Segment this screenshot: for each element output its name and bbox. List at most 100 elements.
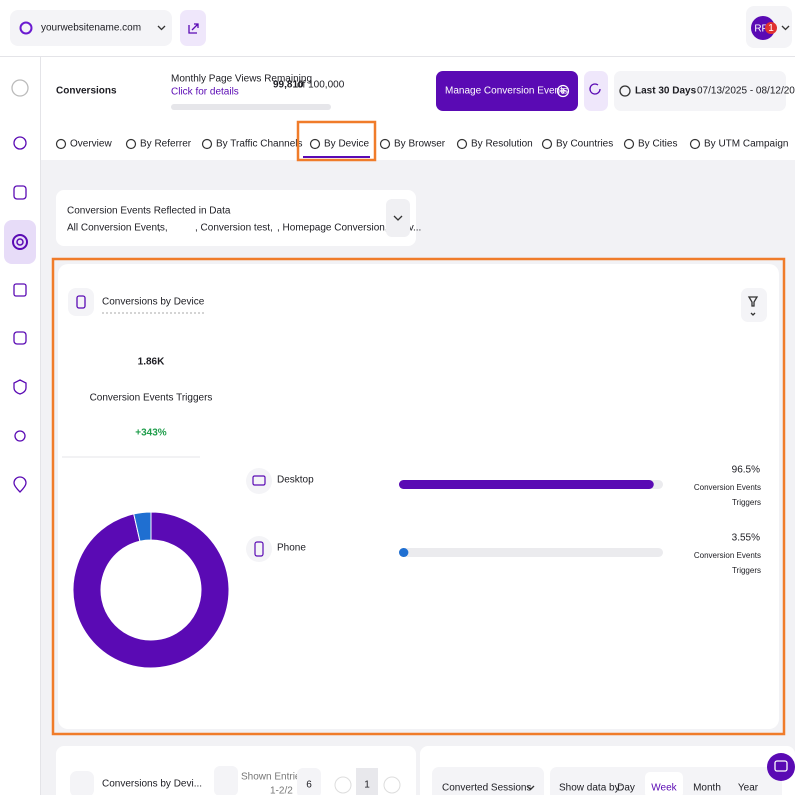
nav-icon[interactable] xyxy=(13,136,27,150)
next-page[interactable] xyxy=(383,776,401,794)
nav-icon[interactable] xyxy=(13,476,27,493)
badge xyxy=(765,22,777,34)
plus-icon xyxy=(560,88,566,94)
tab-icon xyxy=(55,138,67,150)
period-option[interactable]: Year xyxy=(738,783,759,794)
device-card xyxy=(58,264,779,729)
manage-button[interactable] xyxy=(436,71,578,111)
total-value: 1.86K xyxy=(138,357,165,368)
filter-card xyxy=(56,190,416,246)
nav-icon xyxy=(16,238,24,246)
tab[interactable]: By Traffic Channels xyxy=(216,139,303,150)
tab-icon xyxy=(379,138,391,150)
filter-item: , xyxy=(158,223,161,234)
nav-icon[interactable] xyxy=(13,379,27,395)
card-icon xyxy=(68,288,94,316)
card-icon xyxy=(76,295,86,309)
prev-page[interactable] xyxy=(334,776,352,794)
external-icon xyxy=(188,23,199,34)
plus-icon xyxy=(556,84,570,98)
date-range[interactable] xyxy=(614,71,786,111)
tab-icon xyxy=(201,138,213,150)
nav-icon[interactable] xyxy=(14,430,26,442)
card-icon xyxy=(70,771,94,795)
metric-select-label: Converted Sessions xyxy=(442,783,532,794)
nav-icon[interactable] xyxy=(11,79,29,97)
chat-icon xyxy=(774,760,788,772)
tab[interactable]: By Countries xyxy=(556,139,613,150)
metric-select[interactable] xyxy=(432,767,544,795)
device-icon-bg xyxy=(246,468,272,494)
device-icon xyxy=(252,475,266,486)
quota-link[interactable]: Click for details xyxy=(171,87,239,98)
page-title: Conversions xyxy=(56,86,117,97)
shown-entries-label: Shown Entries xyxy=(241,772,305,783)
tab[interactable]: By Resolution xyxy=(471,139,533,150)
device-value: 3.55% xyxy=(732,533,760,544)
period-options: Day Week Month Year xyxy=(617,772,759,795)
manage-button-label: Manage Conversion Events xyxy=(445,86,568,97)
quota-total: of 100,000 xyxy=(297,80,345,91)
quota-label: Monthly Page Views Remaining xyxy=(171,74,312,85)
period-option[interactable]: Day xyxy=(617,783,635,794)
period-option[interactable]: Week xyxy=(651,783,677,794)
date-range-dates: 07/13/2025 - 08/12/2025 xyxy=(697,86,795,97)
tab-icon xyxy=(689,138,701,150)
table-title: Conversions by Devi... xyxy=(102,779,202,790)
device-value: 96.5% xyxy=(732,465,760,476)
nav-icon[interactable] xyxy=(13,185,27,200)
page-size[interactable] xyxy=(297,768,321,795)
avatar xyxy=(751,16,775,40)
page-size-value: 6 xyxy=(306,780,312,791)
filter-item: All Conversion Events, xyxy=(67,223,168,234)
avatar-initials: RF xyxy=(754,24,767,35)
nav-icon xyxy=(12,234,28,250)
chat-button[interactable] xyxy=(767,753,795,781)
tab[interactable]: By Cities xyxy=(638,139,677,150)
entries-range: 1-2/2 xyxy=(270,786,293,795)
external-link-button[interactable] xyxy=(180,10,206,46)
device-metric: Conversion Events Triggers xyxy=(693,483,761,507)
filter-item: , Conversion test, xyxy=(195,223,273,234)
current-page xyxy=(356,768,378,795)
refresh-icon xyxy=(589,83,601,95)
tab-icon xyxy=(623,138,635,150)
active-tab-outline xyxy=(296,120,377,162)
period-active xyxy=(645,772,683,795)
nav-icon[interactable] xyxy=(13,331,27,345)
card-title: Conversions by Device xyxy=(102,297,205,308)
donut-segment xyxy=(72,511,230,669)
tab-bar: Overview By Referrer By Traffic Channels By… xyxy=(55,120,788,162)
period-option[interactable]: Month xyxy=(693,783,721,794)
tab[interactable]: By Browser xyxy=(394,139,446,150)
tab[interactable]: Overview xyxy=(70,139,112,150)
quota-used: 99,810 xyxy=(273,80,304,91)
tab[interactable]: By Device xyxy=(324,139,369,150)
device-name: Phone xyxy=(277,543,306,554)
nav-icon[interactable] xyxy=(13,283,27,297)
donut-chart xyxy=(72,511,230,669)
bar-track xyxy=(399,548,663,557)
tab[interactable]: By UTM Campaign xyxy=(704,139,788,150)
filter-toggle[interactable] xyxy=(386,199,410,237)
tab[interactable]: By Referrer xyxy=(140,139,192,150)
show-by-label: Show data by: xyxy=(559,783,622,794)
donut-segment xyxy=(133,511,152,542)
device-rows: Desktop 96.5% Conversion Events Triggers Ph… xyxy=(246,465,761,575)
filter-item: , Homepage Conversion, Conv... xyxy=(277,223,421,234)
refresh-button[interactable] xyxy=(584,71,608,111)
total-change: +343% xyxy=(135,428,167,439)
device-metric-text: Conversion Events Triggers xyxy=(693,551,761,575)
nav-active[interactable] xyxy=(4,220,36,264)
device-metric-text: Conversion Events Triggers xyxy=(693,483,761,507)
chevron xyxy=(526,785,535,791)
bar xyxy=(399,480,654,489)
chevron xyxy=(393,215,403,221)
sidebar xyxy=(4,79,36,493)
filter-button[interactable] xyxy=(214,766,238,795)
site-selector[interactable] xyxy=(10,10,172,46)
tab-icon xyxy=(456,138,468,150)
device-icon-bg xyxy=(246,536,272,562)
site-name: yourwebsitename.com xyxy=(41,23,141,34)
